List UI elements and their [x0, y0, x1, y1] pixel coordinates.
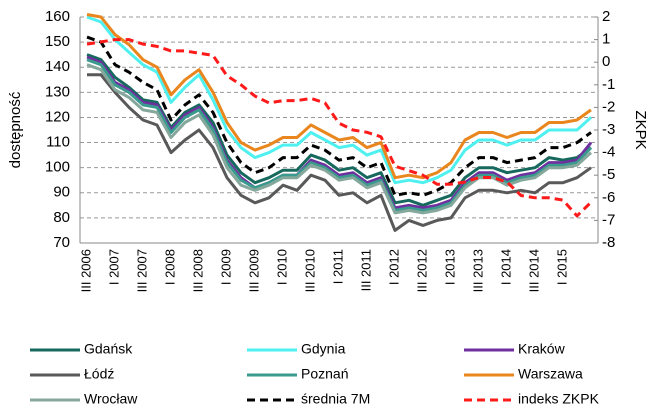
x-tick-label: I 2011: [330, 249, 345, 284]
legend-label: Poznań: [301, 366, 348, 382]
x-tick-label: I 2015: [554, 249, 569, 285]
y2-axis-label: ZKPK: [632, 110, 649, 149]
y-tick-label: 130: [45, 83, 70, 100]
y-tick-label: 160: [45, 8, 70, 25]
y-tick-label: 150: [45, 33, 70, 50]
legend-label: Warszawa: [518, 366, 583, 382]
x-tick-label: I 2012: [386, 249, 401, 285]
y-tick-label: 120: [45, 108, 70, 125]
x-tick-label: I 2010: [274, 249, 289, 285]
y-tick-label: 100: [45, 159, 70, 176]
y2-tick-label: -8: [602, 234, 615, 251]
x-tick-label: III 2013: [470, 249, 485, 292]
x-tick-label: III 2007: [134, 249, 149, 292]
legend-label: średnia 7M: [301, 391, 370, 407]
y-tick-label: 110: [46, 134, 70, 151]
x-tick-label: III 2012: [414, 249, 429, 292]
x-tick-label: III 2014: [526, 249, 541, 292]
series-line: [87, 73, 592, 232]
legend-label: indeks ZKPK: [518, 391, 600, 407]
x-tick-label: I 2008: [162, 249, 177, 285]
x-tick-label: I 2007: [106, 249, 121, 285]
x-tick-label: III 2006: [78, 249, 93, 292]
y2-tick-label: -6: [602, 189, 615, 206]
y-tick-label: 70: [53, 234, 70, 251]
y-tick-label: 90: [53, 184, 70, 201]
y2-tick-label: -5: [602, 166, 615, 183]
legend-label: Kraków: [518, 341, 566, 357]
y2-tick-label: -1: [602, 76, 615, 93]
series-line: [86, 63, 593, 215]
legend-label: Gdańsk: [84, 341, 133, 357]
y-tick-label: 140: [45, 58, 70, 75]
y-axis-label: dostępność: [7, 91, 24, 168]
x-tick-label: III 2010: [302, 249, 317, 292]
x-tick-label: I 2014: [498, 249, 513, 285]
legend-label: Łódź: [84, 366, 114, 382]
series-line: [86, 13, 592, 180]
series-line: [86, 35, 592, 197]
x-tick-label: III 2008: [190, 249, 205, 292]
x-tick-label: III 2009: [246, 249, 261, 292]
y-tick-label: 80: [53, 209, 70, 226]
x-tick-label: I 2013: [442, 249, 457, 285]
legend-label: Gdynia: [301, 341, 346, 357]
y2-tick-label: -7: [602, 211, 615, 228]
series-line: [86, 58, 593, 212]
y2-tick-label: 1: [602, 31, 610, 48]
y2-tick-label: -2: [602, 98, 615, 115]
series-line: [86, 38, 593, 218]
y2-tick-label: 2: [602, 8, 610, 25]
series-line: [86, 15, 593, 185]
x-tick-label: III 2011: [358, 249, 373, 291]
x-tick-label: I 2009: [218, 249, 233, 285]
y2-tick-label: -3: [602, 121, 615, 138]
y2-tick-label: 0: [602, 53, 610, 70]
y2-tick-label: -4: [602, 144, 615, 161]
legend-label: Wrocław: [84, 391, 138, 407]
